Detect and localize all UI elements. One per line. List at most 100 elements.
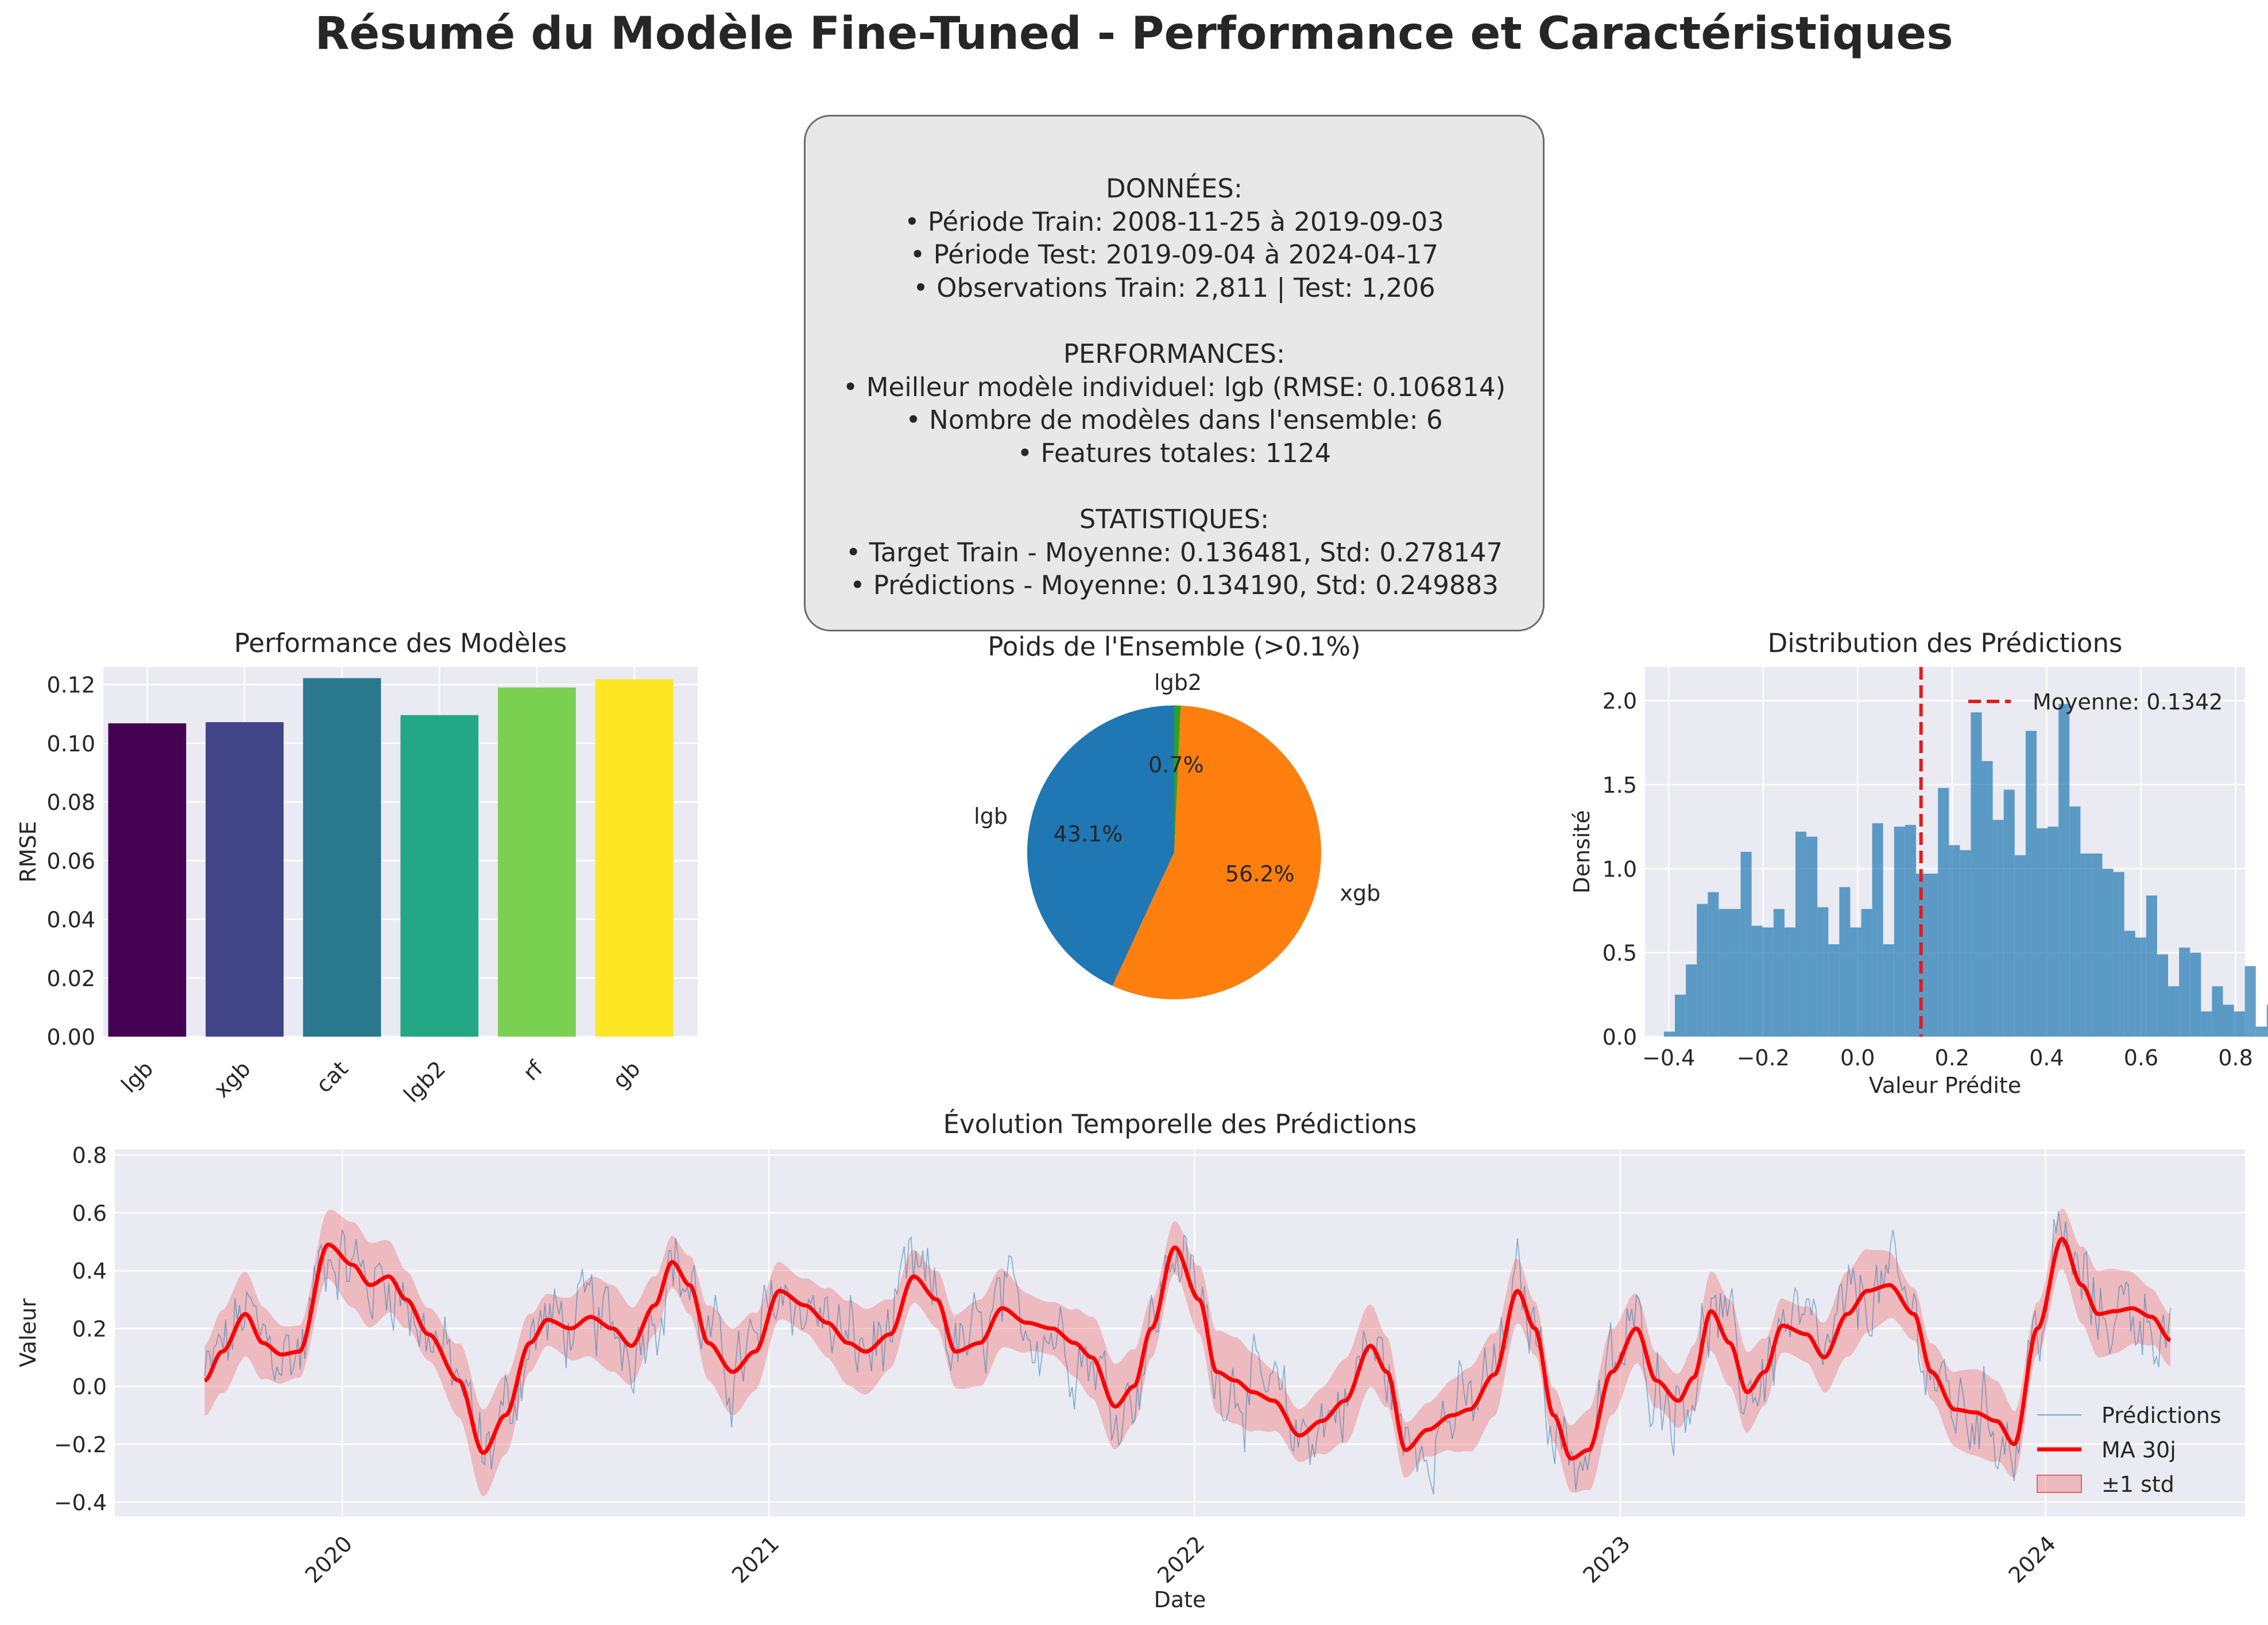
bar-ytick-label: 0.12 [47,673,95,698]
pie-slice-xgb [1112,705,1321,999]
bar-gb [595,679,674,1037]
hist-bin [1872,823,1883,1037]
hist-bin [1927,874,1938,1037]
hist-bin [1861,909,1872,1037]
hist-bin [2102,868,2114,1037]
hist-bin [2058,704,2070,1037]
ts-ylabel: Valeur [16,1298,41,1367]
bar-ytick-label: 0.10 [47,731,95,757]
hist-bin [2124,930,2135,1037]
hist-bin [2091,853,2103,1037]
hist-bin [1817,907,1829,1037]
hist-bin [1719,909,1730,1037]
bar-xtick-label: cat [311,1056,353,1098]
hist-xtick-label: −0.4 [1642,1045,1695,1071]
pie-label-lgb2: lgb2 [1154,670,1202,695]
hist-bin [1894,827,1905,1037]
hist-bin [1850,927,1861,1037]
hist-bin [1960,850,1971,1037]
hist-bin [2080,853,2092,1037]
hist-ytick-label: 1.5 [1603,773,1637,798]
hist-xlabel: Valeur Prédite [1869,1073,2021,1098]
hist-bin [2190,952,2201,1037]
hist-xtick-label: 0.8 [2218,1045,2252,1071]
pie-label-xgb: xgb [1340,881,1381,906]
bar-ytick-label: 0.06 [47,848,95,874]
hist-bin [2244,966,2256,1037]
bar-xgb [206,722,284,1037]
info-line: • Nombre de modèles dans l'ensemble: 6 [905,405,1443,436]
hist-ytick-label: 1.0 [1603,856,1637,882]
bar-ylabel: RMSE [16,821,41,882]
bar-xtick-label: xgb [209,1056,256,1103]
info-box [804,115,1545,631]
bar-chart-title: Performance des Modèles [234,628,567,658]
hist-chart-title: Distribution des Prédictions [1768,628,2123,658]
hist-bin [1828,944,1840,1037]
bar-xtick-label: lgb2 [399,1056,451,1108]
hist-bin [2014,855,2026,1037]
hist-xtick-label: 0.0 [1840,1045,1875,1071]
hist-bin [2212,986,2223,1037]
hist-bin [2048,827,2059,1037]
hist-ytick-label: 0.0 [1603,1025,1637,1050]
ts-legend-label: MA 30j [2101,1437,2176,1463]
info-line: • Target Train - Moyenne: 0.136481, Std:… [845,537,1503,568]
hist-bin [2255,1026,2267,1037]
ts-predictions-line [204,1211,2171,1495]
pie-pct-lgb: 43.1% [1054,821,1123,847]
hist-bin [1992,820,2004,1037]
figure-title: Résumé du Modèle Fine-Tuned - Performanc… [315,8,1953,60]
hist-bin [2135,937,2146,1037]
bar-rf [498,687,576,1037]
hist-ylabel: Densité [1569,810,1594,893]
bar-xtick-label: lgb [117,1056,158,1098]
hist-bin [1949,845,1960,1037]
hist-ytick-label: 2.0 [1603,689,1637,714]
ts-xtick-label: 2020 [300,1531,358,1588]
ts-ytick-label: −0.4 [54,1490,107,1515]
info-line: • Prédictions - Moyenne: 0.134190, Std: … [850,570,1499,601]
hist-bin [2168,986,2180,1037]
hist-bin [2036,828,2048,1037]
hist-bin [1663,1031,1675,1037]
bar-ytick-label: 0.02 [47,966,95,991]
bar-lgb [108,723,187,1037]
hist-ytick-label: 0.5 [1603,941,1637,966]
ts-xtick-label: 2023 [1578,1531,1635,1588]
hist-bin [1981,761,1993,1037]
ts-ma-line [203,1236,2172,1461]
info-line: STATISTIQUES: [1079,503,1270,534]
hist-bin [1806,836,1818,1037]
hist-bin [2234,1011,2245,1037]
hist-bin [2201,1011,2212,1037]
info-line: PERFORMANCES: [1063,338,1286,369]
hist-bin [1740,852,1752,1037]
hist-xtick-label: 0.2 [1935,1045,1969,1071]
hist-xtick-label: 0.4 [2029,1045,2064,1071]
ts-ytick-label: 0.6 [72,1201,107,1226]
hist-bin [1675,994,1686,1037]
hist-bin [1795,831,1807,1037]
hist-bin [1773,909,1785,1037]
pie-pct-xgb: 56.2% [1225,861,1295,886]
hist-bin [1971,712,1982,1037]
hist-bin [2003,789,2015,1037]
hist-bin [1905,825,1916,1037]
pie-slice-lgb2 [1174,705,1181,852]
hist-bin [1751,925,1763,1037]
pie-label-lgb: lgb [974,804,1008,829]
ts-xtick-label: 2024 [2004,1531,2061,1588]
ts-ytick-label: 0.0 [72,1374,107,1399]
hist-bin [1729,909,1741,1037]
ts-ytick-label: 0.2 [72,1316,107,1341]
info-line: • Meilleur modèle individuel: lgb (RMSE:… [842,371,1506,402]
hist-bin [2157,954,2169,1037]
info-line: • Période Test: 2019-09-04 à 2024-04-17 [909,239,1439,270]
ts-ytick-label: 0.8 [72,1143,107,1168]
hist-bin [1762,927,1774,1037]
hist-legend-label: Moyenne: 0.1342 [2033,689,2223,715]
hist-bin [1839,887,1851,1037]
ts-legend-label: Prédictions [2101,1403,2221,1428]
